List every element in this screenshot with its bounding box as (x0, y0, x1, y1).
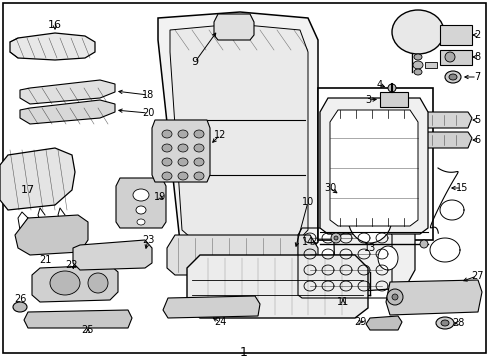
Text: 5: 5 (473, 115, 479, 125)
Polygon shape (20, 100, 115, 124)
Text: 17: 17 (21, 185, 35, 195)
Polygon shape (319, 98, 427, 234)
Ellipse shape (133, 189, 149, 201)
Ellipse shape (137, 219, 145, 225)
Polygon shape (163, 296, 260, 318)
Polygon shape (329, 110, 417, 226)
Polygon shape (385, 280, 481, 315)
Text: 2: 2 (473, 30, 479, 40)
Text: 29: 29 (353, 317, 366, 327)
Ellipse shape (162, 130, 172, 138)
Ellipse shape (440, 320, 448, 326)
Ellipse shape (50, 271, 80, 295)
Polygon shape (15, 215, 88, 255)
Ellipse shape (448, 74, 456, 80)
Polygon shape (116, 178, 165, 228)
Text: 14: 14 (301, 237, 313, 247)
Polygon shape (0, 148, 75, 210)
Text: 28: 28 (451, 318, 463, 328)
Ellipse shape (413, 69, 421, 75)
Text: 16: 16 (48, 20, 62, 30)
Bar (439, 25, 471, 45)
Text: 15: 15 (455, 183, 467, 193)
Ellipse shape (377, 246, 397, 270)
Text: 25: 25 (81, 325, 94, 335)
Text: 9: 9 (191, 57, 198, 67)
Text: 12: 12 (213, 130, 226, 140)
Ellipse shape (178, 144, 187, 152)
Ellipse shape (412, 61, 422, 69)
Polygon shape (158, 12, 317, 260)
Polygon shape (395, 112, 471, 128)
Bar (424, 62, 436, 68)
Polygon shape (32, 265, 118, 302)
Text: 10: 10 (301, 197, 313, 207)
Ellipse shape (194, 130, 203, 138)
Text: 3: 3 (364, 95, 370, 105)
Polygon shape (20, 80, 115, 104)
Ellipse shape (387, 84, 395, 92)
Ellipse shape (435, 317, 453, 329)
Text: 19: 19 (154, 192, 166, 202)
Ellipse shape (178, 158, 187, 166)
Text: 13: 13 (363, 243, 375, 253)
Text: 7: 7 (473, 72, 479, 82)
Ellipse shape (88, 273, 108, 293)
Ellipse shape (347, 193, 391, 243)
Ellipse shape (194, 172, 203, 180)
Polygon shape (167, 235, 317, 275)
Bar (379, 92, 407, 107)
Ellipse shape (194, 158, 203, 166)
Text: 26: 26 (14, 294, 26, 304)
Ellipse shape (385, 191, 409, 219)
Ellipse shape (162, 144, 172, 152)
Bar (317, 88, 432, 240)
Bar (439, 50, 471, 65)
Text: 21: 21 (39, 255, 51, 265)
Polygon shape (365, 316, 401, 330)
Ellipse shape (419, 240, 427, 248)
Text: 18: 18 (142, 90, 154, 100)
Polygon shape (10, 33, 95, 60)
Polygon shape (73, 240, 152, 270)
Text: 6: 6 (473, 135, 479, 145)
Polygon shape (170, 24, 307, 244)
Ellipse shape (178, 130, 187, 138)
Text: 8: 8 (473, 52, 479, 62)
Ellipse shape (444, 71, 460, 83)
Ellipse shape (413, 54, 421, 60)
Ellipse shape (194, 144, 203, 152)
Text: 22: 22 (65, 260, 78, 270)
Text: 11: 11 (336, 297, 348, 307)
Text: 24: 24 (213, 317, 226, 327)
Text: 30: 30 (323, 183, 335, 193)
Ellipse shape (178, 172, 187, 180)
Ellipse shape (136, 206, 146, 214)
Text: 23: 23 (142, 235, 154, 245)
Polygon shape (214, 14, 253, 40)
Polygon shape (24, 310, 132, 328)
Text: 4: 4 (376, 80, 382, 90)
Ellipse shape (13, 302, 27, 312)
Polygon shape (331, 155, 414, 292)
Text: 1: 1 (240, 346, 247, 359)
Polygon shape (186, 255, 367, 318)
Ellipse shape (162, 172, 172, 180)
Ellipse shape (444, 52, 454, 62)
Ellipse shape (386, 289, 402, 305)
Ellipse shape (333, 236, 337, 240)
Polygon shape (152, 120, 209, 182)
Ellipse shape (162, 158, 172, 166)
Text: 27: 27 (470, 271, 482, 281)
Ellipse shape (330, 233, 340, 243)
Text: 20: 20 (142, 108, 154, 118)
Polygon shape (395, 132, 471, 148)
Ellipse shape (391, 294, 397, 300)
Ellipse shape (391, 10, 443, 54)
